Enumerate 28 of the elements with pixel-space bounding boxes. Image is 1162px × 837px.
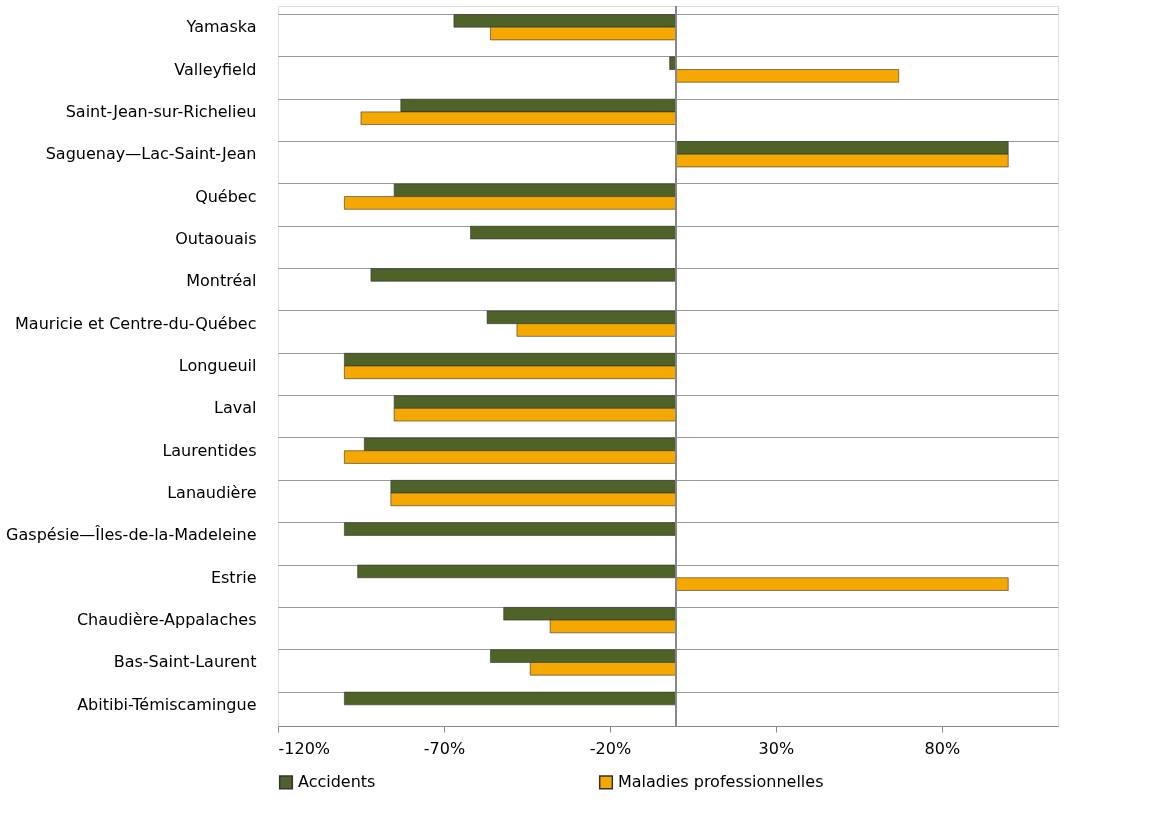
x-tick-label: 30%	[758, 738, 795, 758]
y-tick-label: Saguenay—Lac-Saint-Jean	[45, 144, 257, 164]
y-tick-label: Mauricie et Centre-du-Québec	[15, 313, 257, 333]
legend-label: Accidents	[298, 772, 376, 792]
x-tick-label: -70%	[423, 738, 466, 758]
bar	[344, 522, 677, 536]
x-tick-label: -120%	[278, 738, 331, 758]
y-tick-label: Outaouais	[175, 228, 257, 248]
x-tick-label: 80%	[924, 738, 961, 758]
legend-label: Maladies professionnelles	[618, 772, 824, 792]
y-tick-label: Gaspésie—Îles-de-la-Madeleine	[6, 525, 257, 545]
y-tick-label: Saint-Jean-sur-Richelieu	[65, 101, 257, 121]
bar	[370, 268, 677, 282]
y-tick-label: Yamaska	[185, 17, 257, 37]
x-tick-label: -20%	[589, 738, 632, 758]
y-tick-label: Bas-Saint-Laurent	[113, 652, 257, 672]
y-tick-label: Abitibi-Témiscamingue	[77, 694, 257, 714]
y-tick-label: Estrie	[210, 567, 257, 587]
y-tick-label: Laval	[214, 398, 257, 418]
y-tick-label: Lanaudière	[167, 483, 257, 503]
y-tick-label: Québec	[195, 186, 257, 206]
bar	[344, 691, 677, 706]
y-tick-label: Laurentides	[162, 440, 257, 460]
y-tick-label: Chaudière-Appalaches	[76, 610, 257, 630]
y-tick-label: Valleyfield	[174, 59, 257, 79]
y-tick-label: Montréal	[186, 271, 257, 291]
bar	[470, 225, 677, 240]
y-tick-label: Longueuil	[178, 356, 257, 375]
